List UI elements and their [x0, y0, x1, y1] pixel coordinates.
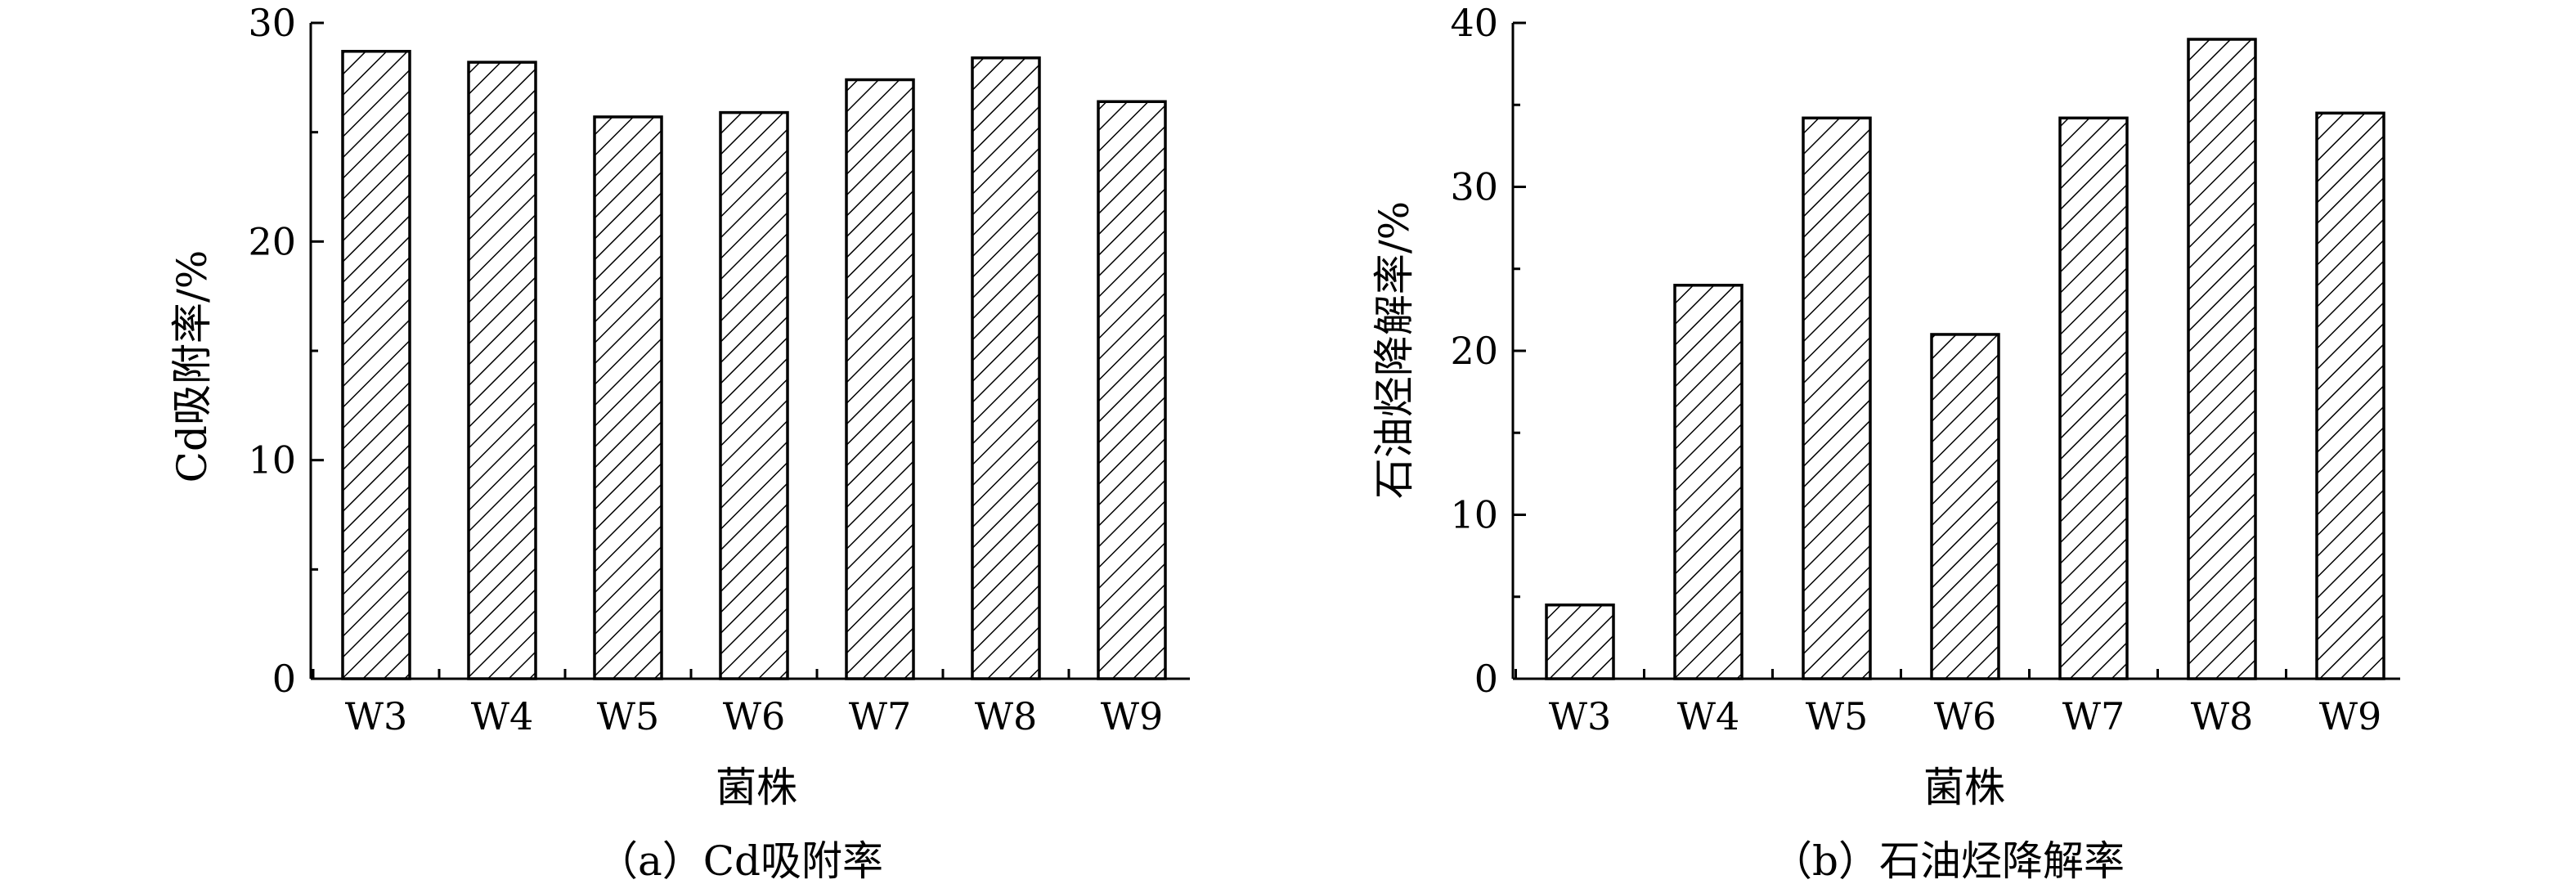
chart-b-caption: （b）石油烃降解率 — [1771, 837, 2125, 885]
chart-b-x-axis-title: 菌株 — [1923, 764, 2005, 811]
chart-a-axes — [309, 21, 1190, 680]
chart-a-x-tick-label-w8: W8 — [975, 694, 1038, 738]
chart-b-x-tick-label-w3: W3 — [1549, 694, 1612, 738]
chart-b-y-axis-title: 石油烃降解率/% — [1371, 201, 1418, 499]
chart-a-x-tick-label-w4: W4 — [471, 694, 534, 738]
chart-a-y-tick-label-20: 20 — [248, 219, 296, 263]
chart-b-x-tick-label-w5: W5 — [1806, 694, 1869, 738]
chart-a-bar-w9 — [1097, 100, 1167, 680]
chart-b-bar-w8 — [2187, 38, 2257, 680]
chart-a-x-tick-label-w9: W9 — [1101, 694, 1164, 738]
chart-b-y-tick-label-10: 10 — [1450, 493, 1498, 537]
chart-b-bars — [1545, 38, 2385, 680]
chart-b-x-tick-labels: W3 W4 W5 W6 W7 W8 W9 — [1549, 694, 2382, 738]
chart-b-bar-w6 — [1930, 333, 2000, 680]
chart-a-bar-w3 — [341, 50, 411, 680]
chart-a-y-tick-label-30: 30 — [248, 1, 296, 45]
chart-a-cd-adsorption: W3 W4 W5 W6 W7 W8 W9 0 10 20 30 菌株 Cd吸附率/% （a）Cd吸… — [168, 1, 1190, 885]
chart-b-x-tick-label-w7: W7 — [2062, 694, 2125, 738]
chart-a-bar-w6 — [719, 110, 789, 680]
chart-b-bar-w3 — [1545, 604, 1615, 680]
chart-a-x-axis-title: 菌株 — [716, 764, 797, 811]
chart-b-bar-w7 — [2058, 116, 2129, 680]
chart-a-x-tick-label-w6: W6 — [723, 694, 786, 738]
chart-b-y-tick-label-0: 0 — [1474, 657, 1498, 701]
chart-a-bar-w4 — [467, 61, 537, 680]
chart-b-petroleum-degradation: W3 W4 W5 W6 W7 W8 W9 0 10 20 30 40 菌株 石油烃降解率/% （b）… — [1371, 1, 2400, 885]
chart-a-x-tick-labels: W3 W4 W5 W6 W7 W8 W9 — [345, 694, 1164, 738]
chart-a-bar-w7 — [845, 78, 915, 680]
chart-a-y-axis-title: Cd吸附率/% — [168, 250, 216, 483]
chart-b-x-tick-label-w9: W9 — [2319, 694, 2382, 738]
chart-a-bars — [341, 50, 1167, 680]
chart-b-y-tick-labels: 0 10 20 30 40 — [1450, 1, 1498, 701]
chart-a-x-tick-label-w5: W5 — [597, 694, 660, 738]
chart-a-bar-w5 — [593, 115, 663, 680]
chart-a-y-tick-label-0: 0 — [272, 657, 296, 701]
chart-a-x-tick-label-w7: W7 — [849, 694, 912, 738]
chart-a-x-tick-label-w3: W3 — [345, 694, 408, 738]
chart-b-y-tick-label-20: 20 — [1450, 329, 1498, 373]
chart-a-bar-w8 — [971, 56, 1041, 680]
chart-b-bar-w4 — [1673, 284, 1744, 680]
chart-b-y-tick-label-40: 40 — [1450, 1, 1498, 45]
chart-a-caption: （a）Cd吸附率 — [597, 837, 883, 885]
chart-b-bar-w9 — [2315, 111, 2385, 680]
chart-a-y-tick-label-10: 10 — [248, 438, 296, 482]
chart-a-y-tick-labels: 0 10 20 30 — [248, 1, 296, 701]
chart-b-axes — [1511, 21, 2400, 680]
chart-b-y-tick-label-30: 30 — [1450, 165, 1498, 209]
chart-b-bar-w5 — [1802, 116, 1872, 680]
chart-b-x-tick-label-w6: W6 — [1934, 694, 1997, 738]
chart-b-x-tick-label-w4: W4 — [1677, 694, 1740, 738]
chart-b-x-tick-label-w8: W8 — [2191, 694, 2254, 738]
